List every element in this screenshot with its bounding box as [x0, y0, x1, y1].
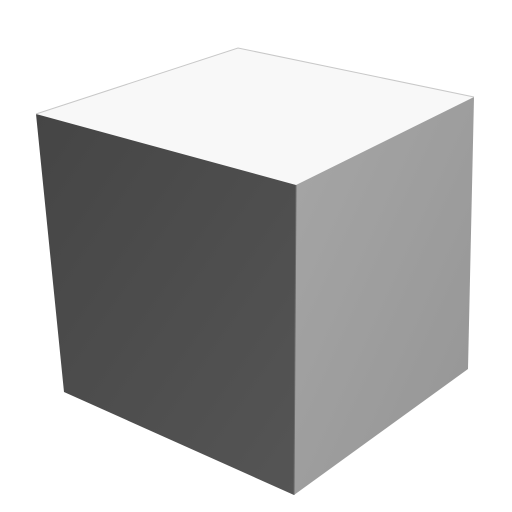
cube-right-face	[294, 97, 474, 495]
cube-top-face	[36, 48, 474, 185]
cube-top-edge	[35, 47, 475, 115]
cube-front-face	[36, 114, 296, 495]
cube-front-corner-edge	[293, 184, 297, 496]
